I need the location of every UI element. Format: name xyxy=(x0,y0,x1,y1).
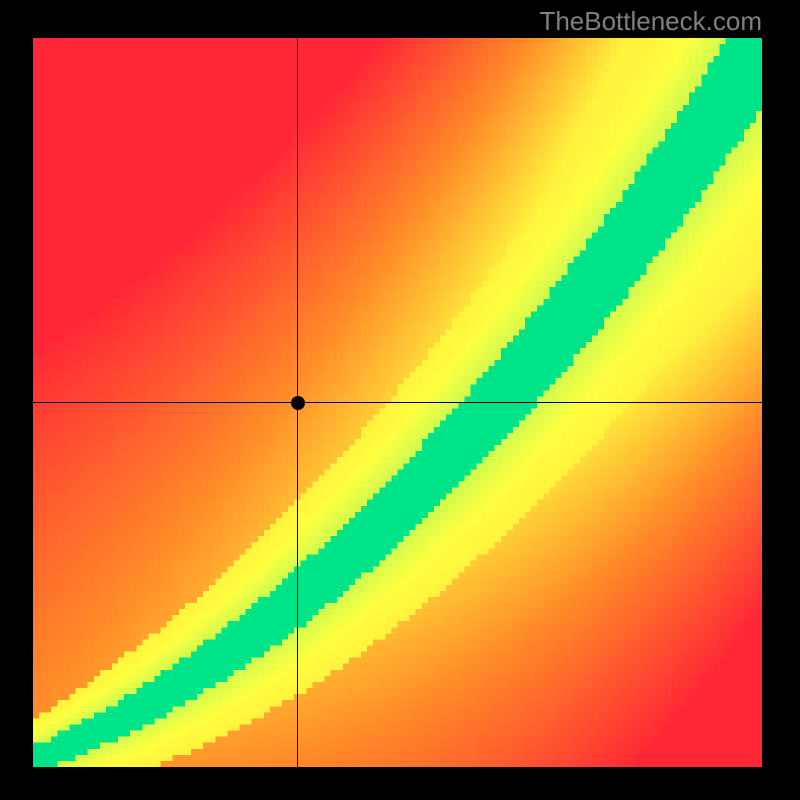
bottleneck-heatmap: TheBottleneck.com xyxy=(0,0,800,800)
crosshair-horizontal xyxy=(33,402,762,403)
watermark-text: TheBottleneck.com xyxy=(539,6,762,37)
marker-dot xyxy=(291,396,305,410)
